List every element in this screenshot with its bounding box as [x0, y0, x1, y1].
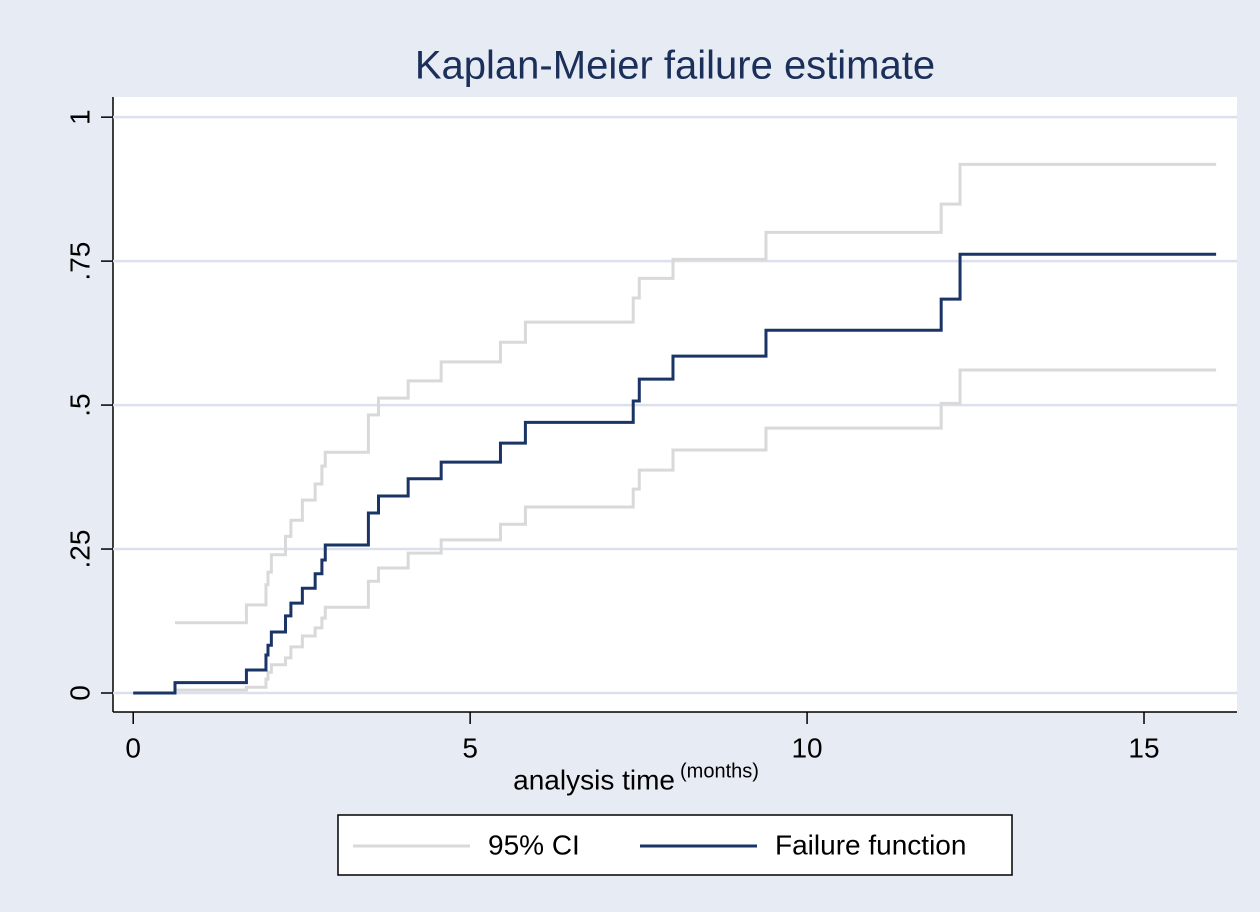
legend-label: Failure function	[775, 829, 966, 860]
y-tick-label: .75	[64, 242, 95, 281]
x-axis-unit: (months)	[680, 760, 759, 782]
chart-title: Kaplan-Meier failure estimate	[415, 44, 935, 88]
y-tick-label: .5	[64, 393, 95, 416]
x-axis-label: analysis time	[513, 764, 675, 795]
x-tick-label: 0	[125, 732, 141, 763]
y-tick-label: .25	[64, 530, 95, 569]
x-tick-label: 15	[1128, 732, 1159, 763]
y-tick-label: 0	[64, 685, 95, 701]
x-tick-label: 10	[791, 732, 822, 763]
ci-lower-line	[174, 368, 1217, 692]
y-tick-label: 1	[64, 109, 95, 125]
ci-upper-line	[174, 162, 1217, 625]
failure-line	[133, 252, 1217, 695]
x-tick-label: 5	[462, 732, 478, 763]
legend-label: 95% CI	[488, 829, 580, 860]
